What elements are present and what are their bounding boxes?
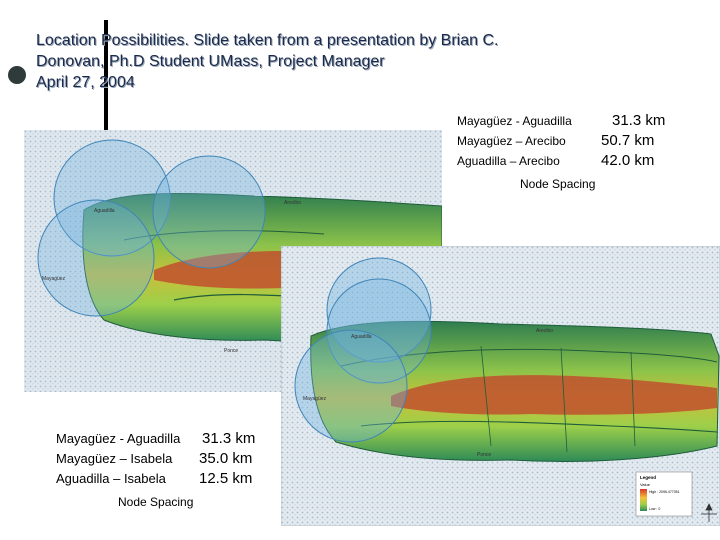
distance-label: Mayagüez - Aguadilla <box>56 431 181 446</box>
map-legend: Legend Value High : 2096.477051 Low : 0 <box>635 471 693 517</box>
legend-ramp <box>640 489 647 511</box>
legend-high: High : 2096.477051 <box>649 490 680 494</box>
legend-title: Legend <box>640 475 656 480</box>
legend-subtitle: Value <box>640 482 651 487</box>
town-label: Arecibo <box>536 328 553 334</box>
distance-row: Mayagüez – Isabela 35.0 km <box>56 449 286 469</box>
town-label: Arecibo <box>284 200 301 206</box>
town-label: Mayagüez <box>42 276 66 282</box>
coverage-circle <box>326 278 432 384</box>
town-label: Aguadilla <box>94 208 115 214</box>
node-spacing-caption-top: Node Spacing <box>520 177 596 191</box>
distance-row: Aguadilla – Isabela 12.5 km <box>56 469 286 489</box>
coverage-circle <box>37 199 155 317</box>
distance-row: Mayagüez – Arecibo 50.7 km <box>457 131 697 151</box>
distance-value: 35.0 km <box>199 450 253 467</box>
distance-row: Mayagüez - Aguadilla 31.3 km <box>56 429 286 449</box>
terrain-map-bottom: Aguadilla Mayagüez Arecibo Ponce Legend … <box>281 246 720 526</box>
distance-value: 31.3 km <box>202 430 256 447</box>
distance-label: Aguadilla – Arecibo <box>457 154 560 168</box>
legend-low: Low : 0 <box>649 507 660 511</box>
bottom-distance-table: Mayagüez - Aguadilla 31.3 km Mayagüez – … <box>56 429 286 489</box>
coverage-circle <box>53 139 171 257</box>
distance-label: Mayagüez - Aguadilla <box>457 114 572 128</box>
coverage-circle <box>152 155 266 269</box>
slide-bullet <box>8 66 26 84</box>
town-label: Aguadilla <box>351 334 372 340</box>
town-label: Ponce <box>224 348 238 354</box>
distance-value: 12.5 km <box>199 470 253 487</box>
slide-title: Location Possibilities. Slide taken from… <box>36 30 596 93</box>
distance-row: Aguadilla – Arecibo 42.0 km <box>457 151 697 171</box>
distance-value: 42.0 km <box>601 152 655 169</box>
distance-label: Mayagüez – Arecibo <box>457 134 566 148</box>
title-line-3: April 27, 2004 <box>36 74 135 91</box>
distance-row: Mayagüez - Aguadilla 31.3 km <box>457 111 697 131</box>
north-arrow-icon <box>701 503 717 522</box>
town-label: Ponce <box>477 452 491 458</box>
distance-value: 31.3 km <box>612 112 666 129</box>
node-spacing-caption-bottom: Node Spacing <box>118 495 194 509</box>
coverage-circle <box>326 257 432 363</box>
town-label: Mayagüez <box>303 396 327 402</box>
distance-label: Aguadilla – Isabela <box>56 471 166 486</box>
top-distance-table: Mayagüez - Aguadilla 31.3 km Mayagüez – … <box>457 111 697 171</box>
coverage-circle <box>294 329 408 443</box>
title-line-2: Donovan, Ph.D Student UMass, Project Man… <box>36 53 385 70</box>
title-line-1: Location Possibilities. Slide taken from… <box>36 32 499 49</box>
distance-label: Mayagüez – Isabela <box>56 451 173 466</box>
vertical-divider <box>104 20 108 130</box>
distance-value: 50.7 km <box>601 132 655 149</box>
